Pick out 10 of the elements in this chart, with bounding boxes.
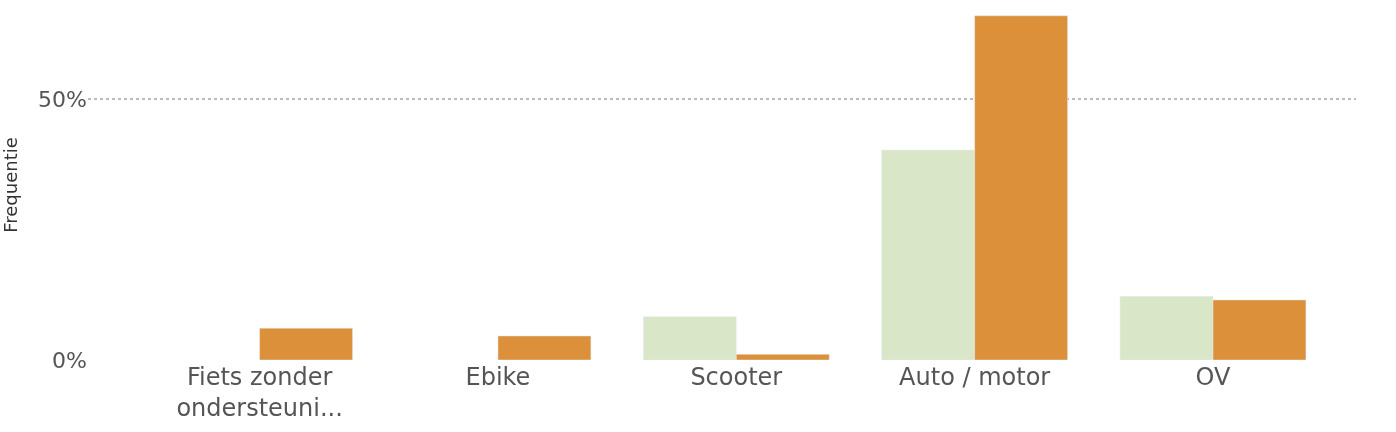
x-tick-label: Auto / motor: [899, 363, 1051, 391]
y-axis-title: Frequentie: [0, 137, 22, 233]
x-tick-label: Ebike: [465, 363, 531, 391]
y-tick-label: 0%: [52, 347, 87, 373]
y-tick-label: 50%: [38, 86, 87, 112]
x-tick-label: Scooter: [690, 363, 783, 391]
x-tick-label: OV: [1195, 363, 1232, 391]
x-tick-label: Fiets zonder ondersteuni...: [176, 363, 343, 423]
bar: [259, 327, 353, 360]
bar: [497, 335, 592, 360]
